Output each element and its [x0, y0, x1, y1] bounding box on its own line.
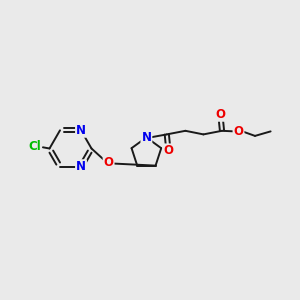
Text: Cl: Cl [28, 140, 41, 154]
Text: N: N [76, 160, 86, 173]
Text: O: O [163, 144, 173, 158]
Text: O: O [215, 108, 226, 121]
Text: O: O [103, 155, 114, 169]
Text: O: O [233, 125, 244, 138]
Text: N: N [76, 124, 86, 137]
Text: N: N [141, 131, 152, 144]
